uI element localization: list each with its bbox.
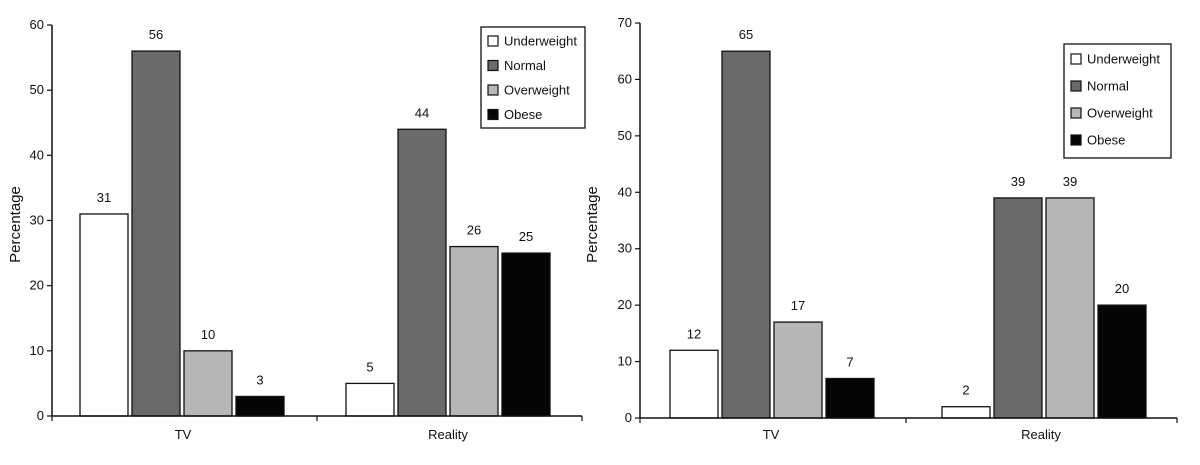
left-y-tick-label-40: 40	[30, 147, 44, 162]
left-bar-tv-obese	[235, 395, 285, 417]
right-data-label-reality-underweight: 2	[962, 383, 969, 398]
left-legend-swatch-obese	[487, 108, 499, 121]
left-bar-reality-normal	[397, 128, 447, 417]
left-data-label-reality-normal: 44	[415, 105, 429, 120]
left-data-label-tv-underweight: 31	[97, 190, 111, 205]
right-y-tick-label-0: 0	[625, 410, 632, 425]
right-y-tick-label-60: 60	[618, 71, 632, 86]
right-bar-tv-normal	[721, 50, 771, 419]
right-data-label-tv-obese: 7	[846, 355, 853, 370]
right-y-tick-label-10: 10	[618, 354, 632, 369]
right-bar-reality-underweight	[941, 406, 991, 419]
right-y-tick-label-20: 20	[618, 297, 632, 312]
right-y-tick-label-30: 30	[618, 241, 632, 256]
left-legend-swatch-normal	[487, 59, 499, 72]
left-bar-reality-underweight	[345, 382, 395, 417]
left-legend-label-underweight: Underweight	[504, 34, 577, 49]
right-legend: Underweight Normal Overweight Obese	[1063, 43, 1172, 159]
left-y-tick-label-20: 20	[30, 278, 44, 293]
left-category-label-reality: Reality	[428, 427, 468, 442]
left-y-tick-label-0: 0	[37, 408, 44, 423]
right-y-tick-label-50: 50	[618, 128, 632, 143]
right-legend-label-normal: Normal	[1087, 79, 1129, 94]
right-legend-swatch-normal	[1070, 80, 1082, 92]
left-bar-reality-overweight	[449, 245, 499, 417]
right-data-label-tv-overweight: 17	[791, 298, 805, 313]
right-legend-swatch-underweight	[1070, 53, 1082, 65]
right-legend-swatch-overweight	[1070, 107, 1082, 119]
left-y-axis-title: Percentage	[7, 186, 24, 263]
right-legend-box	[1063, 43, 1172, 159]
left-legend-label-obese: Obese	[504, 107, 542, 122]
right-bar-tv-overweight	[773, 321, 823, 419]
right-data-label-reality-obese: 20	[1115, 281, 1129, 296]
left-data-label-tv-overweight: 10	[201, 327, 215, 342]
right-category-label-tv: TV	[763, 427, 780, 442]
left-bar-reality-obese	[501, 252, 551, 417]
right-legend-label-underweight: Underweight	[1087, 52, 1160, 67]
left-data-label-reality-overweight: 26	[467, 223, 481, 238]
chart-left: 0 10 20 30 40 50 60 31 56 10 3 TV 5 44 26 25 Reality Perc…	[7, 17, 586, 442]
right-data-label-reality-overweight: 39	[1063, 174, 1077, 189]
left-y-tick-label-50: 50	[30, 82, 44, 97]
left-bar-tv-underweight	[79, 213, 129, 417]
left-data-label-tv-obese: 3	[256, 372, 263, 387]
right-data-label-reality-normal: 39	[1011, 174, 1025, 189]
right-bar-tv-underweight	[669, 349, 719, 419]
left-category-label-tv: TV	[175, 427, 192, 442]
right-legend-label-obese: Obese	[1087, 133, 1125, 148]
left-legend-swatch-underweight	[487, 35, 499, 47]
left-y-tick-label-10: 10	[30, 343, 44, 358]
right-legend-swatch-obese	[1070, 134, 1082, 146]
left-legend: Underweight Normal Overweight Obese	[480, 26, 586, 129]
right-y-tick-label-70: 70	[618, 15, 632, 30]
right-legend-label-overweight: Overweight	[1087, 106, 1153, 121]
left-legend-swatch-overweight	[487, 84, 499, 96]
left-legend-label-normal: Normal	[504, 58, 546, 73]
left-y-tick-label-60: 60	[30, 17, 44, 32]
right-bar-tv-obese	[825, 377, 875, 419]
left-data-label-reality-obese: 25	[519, 229, 533, 244]
left-bar-tv-normal	[131, 50, 181, 417]
left-data-label-reality-underweight: 5	[366, 359, 373, 374]
right-y-tick-label-40: 40	[618, 184, 632, 199]
right-bar-reality-obese	[1097, 304, 1147, 419]
right-data-label-tv-normal: 65	[739, 27, 753, 42]
left-legend-label-overweight: Overweight	[504, 83, 570, 98]
right-y-axis-title: Percentage	[584, 186, 601, 263]
right-data-label-tv-underweight: 12	[687, 326, 701, 341]
right-category-label-reality: Reality	[1021, 427, 1061, 442]
chart-right: 0 10 20 30 40 50 60 70 12 65 17 7 TV 2 39 39 20 Reality Pe…	[584, 15, 1178, 442]
left-y-tick-label-30: 30	[30, 213, 44, 228]
right-bar-reality-normal	[993, 197, 1043, 419]
right-bar-reality-overweight	[1045, 197, 1095, 419]
left-bar-tv-overweight	[183, 350, 233, 417]
left-data-label-tv-normal: 56	[149, 27, 163, 42]
